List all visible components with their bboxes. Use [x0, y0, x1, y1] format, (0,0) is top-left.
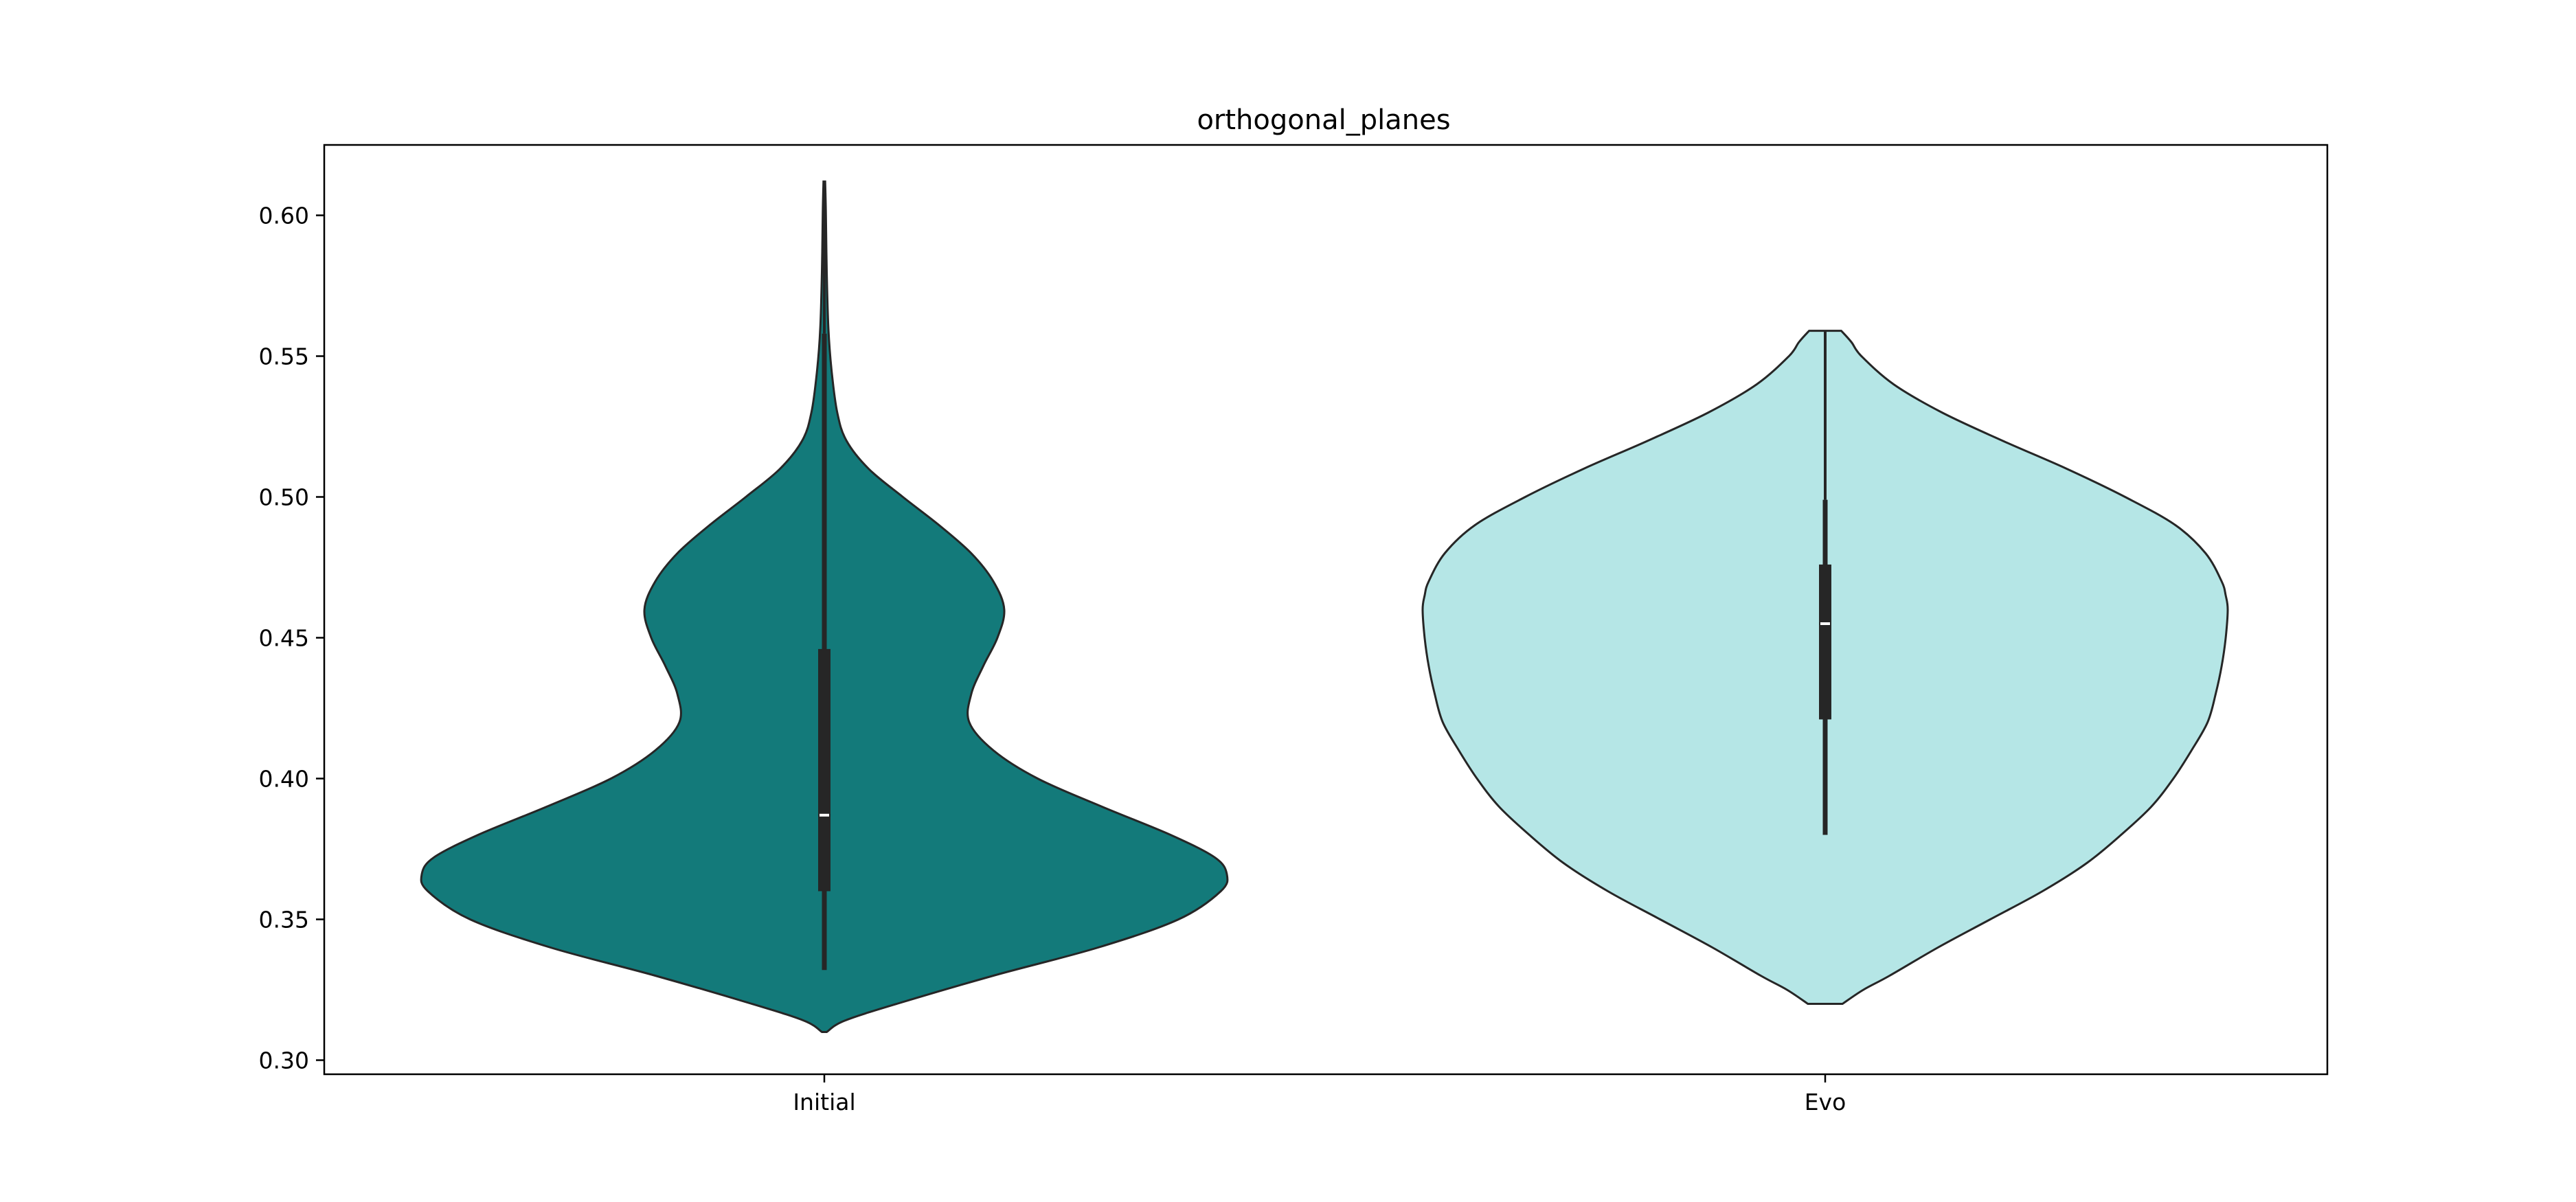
y-tick-label: 0.50	[259, 484, 309, 511]
violin-initial	[420, 180, 1229, 1033]
iqr-box	[1819, 564, 1831, 720]
iqr-box	[818, 648, 831, 892]
violins-layer	[420, 180, 2229, 1033]
violin-evo	[1421, 330, 2229, 1005]
y-tick-label: 0.30	[259, 1047, 309, 1074]
y-tick-label: 0.35	[259, 907, 309, 933]
x-axis: Initial Evo	[793, 1074, 1846, 1115]
x-tick-label: Evo	[1805, 1089, 1846, 1115]
x-tick-label: Initial	[793, 1089, 855, 1115]
y-tick-label: 0.55	[259, 343, 309, 370]
y-axis: 0.30 0.35 0.40 0.45 0.50 0.55 0.60	[259, 203, 324, 1074]
plot-frame	[323, 144, 2329, 1076]
y-tick-label: 0.60	[259, 203, 309, 229]
y-tick-label: 0.40	[259, 766, 309, 793]
y-tick-label: 0.45	[259, 625, 309, 652]
chart-title: orthogonal_planes	[1197, 104, 1450, 136]
